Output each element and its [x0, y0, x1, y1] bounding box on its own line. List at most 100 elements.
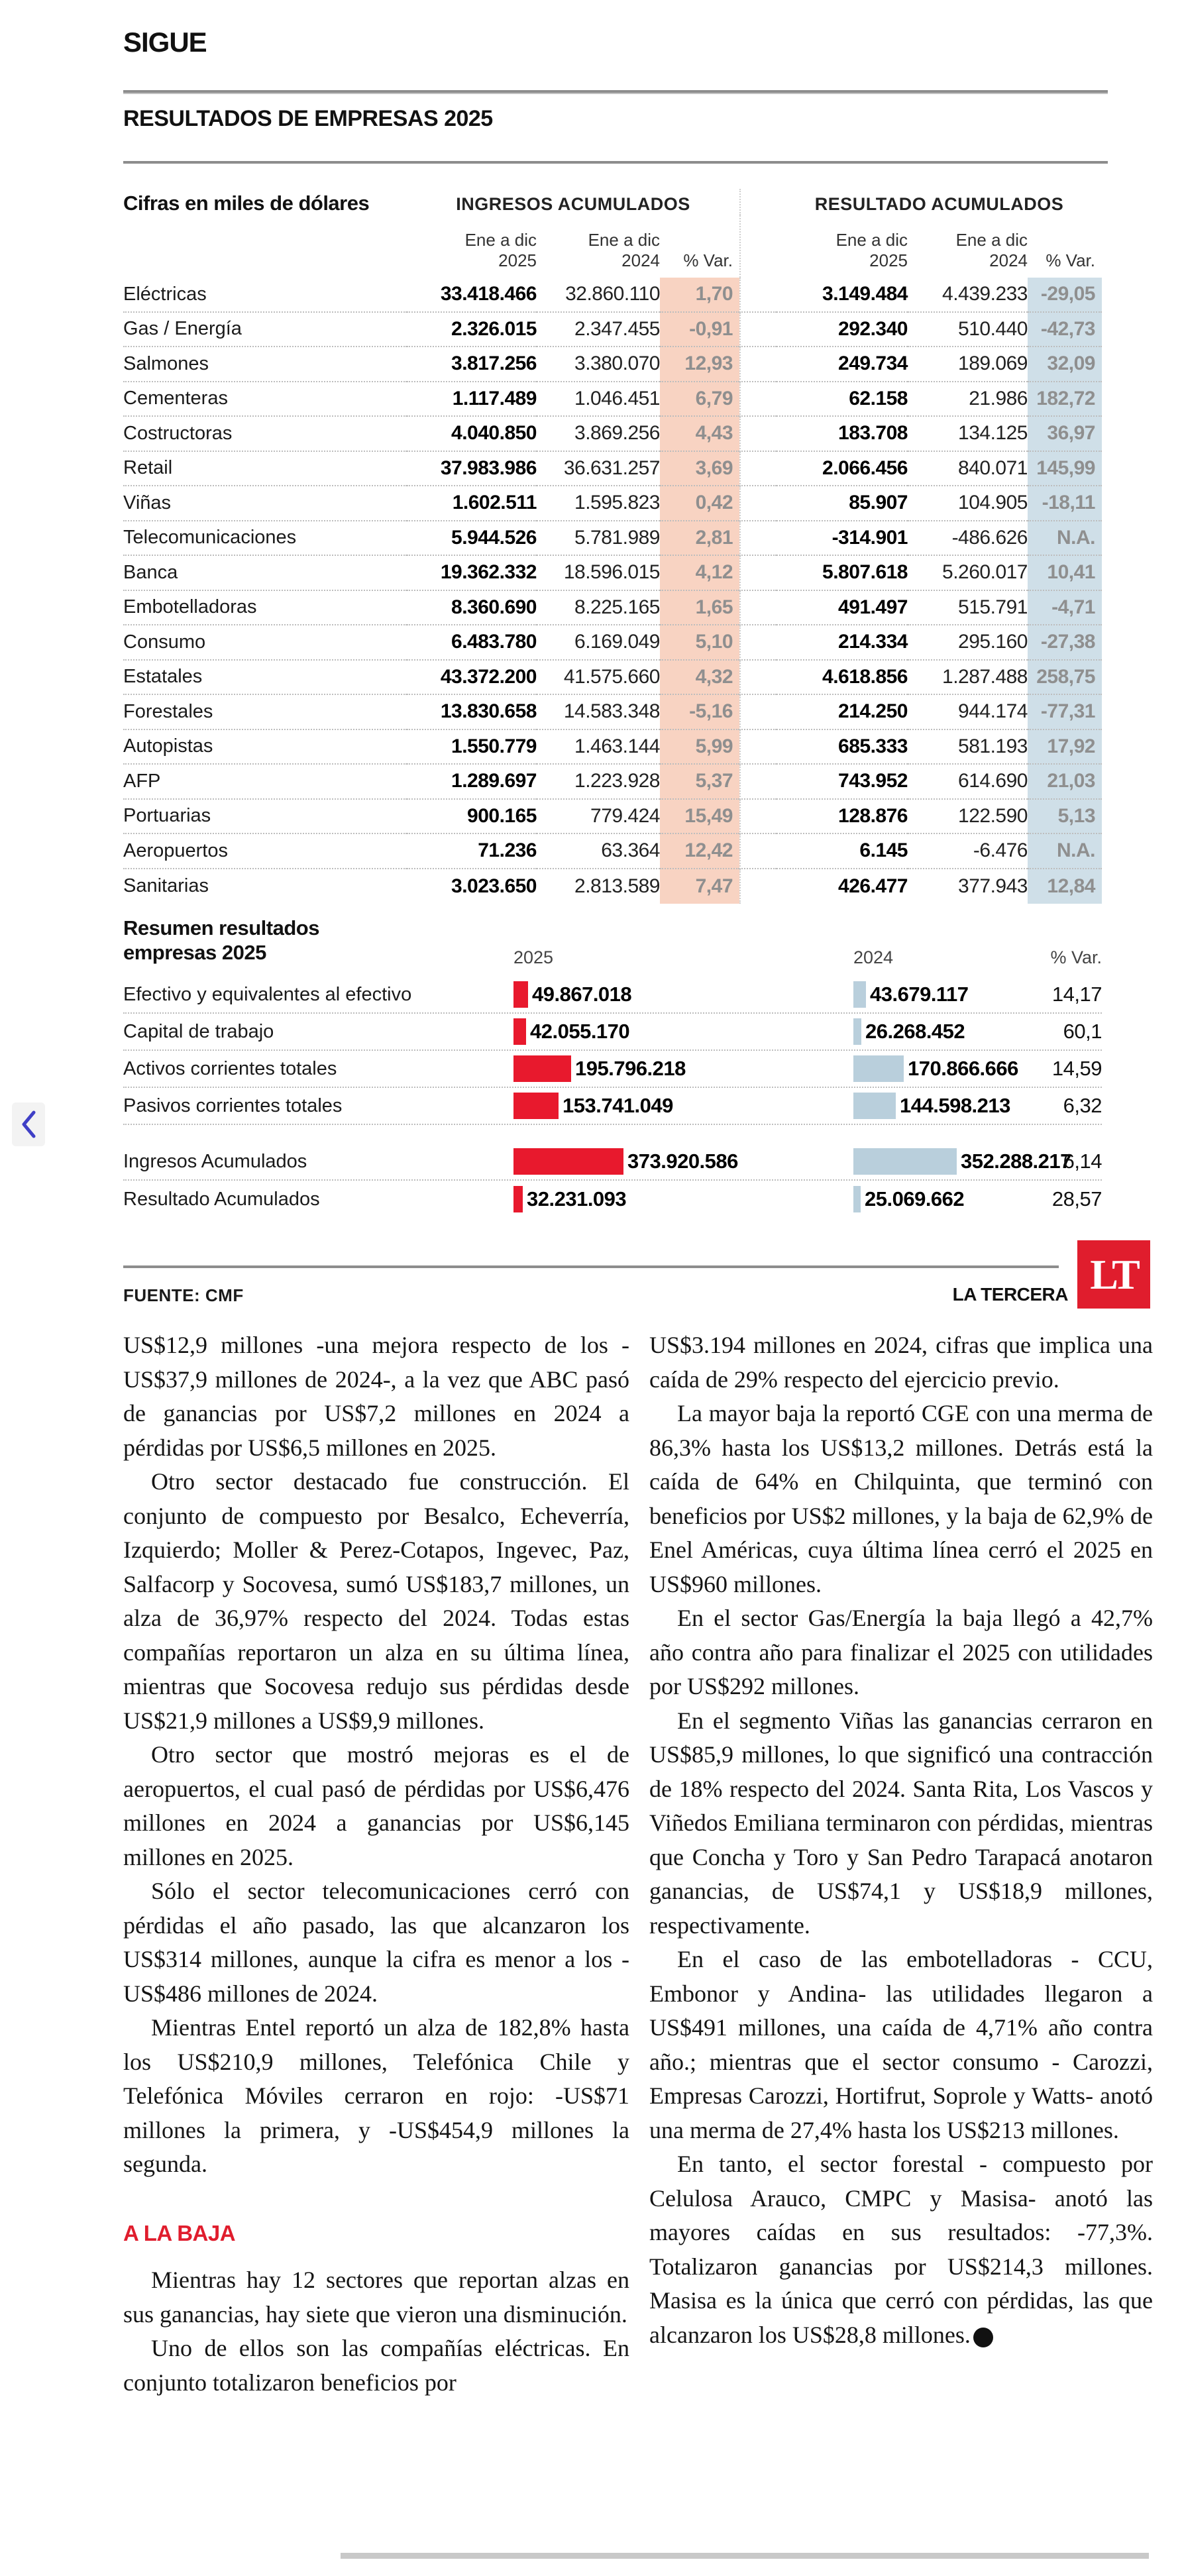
resultado-var-value: 21,03: [1028, 765, 1102, 800]
resultado-2025-value: 214.334: [777, 625, 908, 661]
bar-cell-v2024: 352.288.217: [853, 1144, 1071, 1179]
ingresos-2024-value: 32.860.110: [537, 278, 661, 313]
sector-label: Banca: [123, 556, 407, 591]
row-gap: [123, 1125, 1102, 1144]
resultado-2024-value: 189.069: [908, 347, 1028, 382]
bar-cell-v2025: 373.920.586: [513, 1144, 853, 1179]
resultado-2025-value: 5.807.618: [777, 556, 908, 591]
ingresos-var-value: 5,99: [660, 729, 739, 765]
resultado-2024-value: 1.287.488: [908, 661, 1028, 695]
resumen-v2024-value: 170.866.666: [908, 1057, 1018, 1080]
source-credit: FUENTE: CMF: [123, 1285, 244, 1305]
resumen-v2024-value: 43.679.117: [870, 983, 969, 1006]
double-rule: [123, 90, 1108, 94]
resumen-row: Efectivo y equivalentes al efectivo 49.86…: [123, 977, 1102, 1014]
bar-2025: [513, 1186, 523, 1212]
group-divider: [739, 660, 777, 695]
article-paragraph: Uno de ellos son las compañías eléctrica…: [123, 2335, 629, 2396]
bar-cell-v2024: 43.679.117: [853, 977, 1022, 1012]
resultado-2025-value: -314.901: [777, 521, 908, 556]
resumen-var-value: 6,32: [1063, 1094, 1102, 1117]
resultado-2024-value: 581.193: [908, 730, 1028, 765]
group-header-ingresos: INGRESOS ACUMULADOS: [456, 194, 690, 214]
spacer: [123, 215, 407, 278]
resultado-2024-value: 377.943: [958, 875, 1028, 897]
sector-label: Autopistas: [123, 730, 407, 765]
resumen-title: Resumen resultados empresas 2025: [123, 916, 319, 964]
resultado-2024-value: -486.626: [908, 521, 1028, 556]
group-divider: [739, 869, 777, 904]
results-table: Cifras en miles de dólares INGRESOS ACUM…: [123, 189, 1102, 904]
resumen-col-2025: 2025: [513, 947, 554, 967]
ingresos-2025-value: 1.289.697: [407, 765, 537, 800]
bottom-page-divider: [341, 2553, 1149, 2559]
resultado-2025-value: 743.952: [777, 765, 908, 800]
sector-label: Embotelladoras: [123, 591, 407, 625]
resumen-row: Ingresos Acumulados 373.920.586 352.288.21…: [123, 1144, 1102, 1181]
resultado-2024-value: 840.071: [908, 452, 1028, 486]
col-header-res-var: % Var.: [1046, 250, 1095, 270]
ingresos-2025-value: 1.550.779: [407, 730, 537, 765]
resultado-2025-value: 4.618.856: [777, 661, 908, 695]
ingresos-var-value: 3,69: [660, 451, 739, 486]
resumen-row-label: Activos corrientes totales: [123, 1057, 337, 1079]
sector-label: Sanitarias: [123, 875, 209, 897]
article-paragraph: Mientras hay 12 sectores que reportan al…: [123, 2267, 629, 2328]
article-paragraph: En el segmento Viñas las ganancias cerra…: [649, 1707, 1153, 1939]
resultado-var-value: 5,13: [1028, 799, 1102, 834]
sector-label: AFP: [123, 765, 407, 800]
ingresos-2025-value: 3.023.650: [451, 875, 537, 897]
sector-label: Consumo: [123, 625, 407, 661]
resultado-var-value: 145,99: [1028, 451, 1102, 486]
ingresos-2025-value: 13.830.658: [407, 695, 537, 730]
ingresos-2024-value: 1.223.928: [537, 765, 661, 800]
resultado-var-value: 32,09: [1028, 347, 1102, 382]
resumen-row: Activos corrientes totales 195.796.218 170…: [123, 1051, 1102, 1088]
sector-label: Telecomunicaciones: [123, 521, 407, 556]
resumen-var-value: 28,57: [1051, 1187, 1102, 1210]
resumen-var-value: 14,59: [1051, 1057, 1102, 1080]
ingresos-var-value: 15,49: [660, 799, 739, 834]
resultado-var-value: 17,92: [1028, 729, 1102, 765]
resumen-row-label: Pasivos corrientes totales: [123, 1095, 343, 1116]
resultado-var-value: N.A.: [1028, 521, 1102, 556]
group-divider: [739, 312, 777, 347]
resultado-2025-value: 292.340: [777, 313, 908, 347]
resumen-row-label: Efectivo y equivalentes al efectivo: [123, 983, 412, 1005]
article-paragraph: Otro sector que mostró mejoras es el de …: [123, 1741, 629, 1870]
ingresos-var-value: -0,91: [660, 312, 739, 347]
article-paragraph: En tanto, el sector forestal - compuesto…: [649, 2151, 1153, 2348]
ingresos-2024-value: 63.364: [537, 834, 661, 869]
group-divider: [739, 451, 777, 486]
bar-2025: [513, 981, 528, 1008]
bar-cell-v2024: 26.268.452: [853, 1014, 1022, 1049]
group-divider: [739, 556, 777, 591]
ingresos-2024-value: 779.424: [537, 800, 661, 834]
sector-label: Aeropuertos: [123, 834, 407, 869]
ingresos-2025-value: 6.483.780: [407, 625, 537, 661]
resultado-2024-value: 134.125: [908, 417, 1028, 452]
ingresos-2024-value: 1.595.823: [537, 486, 661, 521]
ingresos-var-value: 0,42: [660, 486, 739, 521]
back-chevron-button[interactable]: [12, 1102, 45, 1146]
resultado-var-value: -18,11: [1028, 486, 1102, 521]
ingresos-2024-value: 18.596.015: [537, 556, 661, 591]
resultado-2025-value: 62.158: [777, 382, 908, 417]
article-paragraph: Sólo el sector telecomunicaciones cerró …: [123, 1878, 629, 2007]
resultado-2024-value: 295.160: [908, 625, 1028, 661]
section-rule: [123, 161, 1108, 164]
ingresos-2024-value: 8.225.165: [537, 591, 661, 625]
ingresos-var-value: -5,16: [660, 695, 739, 730]
ingresos-var-value: 6,79: [660, 382, 739, 417]
resultado-2025-value: 214.250: [777, 695, 908, 730]
article-paragraph: US$12,9 millones -una mejora respecto de…: [123, 1332, 629, 1461]
ingresos-var-value: 5,10: [660, 625, 739, 661]
resultado-var-value: -29,05: [1028, 278, 1102, 313]
ingresos-2024-value: 2.347.455: [537, 313, 661, 347]
resultado-var-value: 182,72: [1028, 382, 1102, 417]
ingresos-2025-value: 8.360.690: [407, 591, 537, 625]
ingresos-2025-value: 19.362.332: [407, 556, 537, 591]
sector-label: Gas / Energía: [123, 313, 407, 347]
ingresos-2025-value: 900.165: [407, 800, 537, 834]
ingresos-2025-value: 71.236: [407, 834, 537, 869]
